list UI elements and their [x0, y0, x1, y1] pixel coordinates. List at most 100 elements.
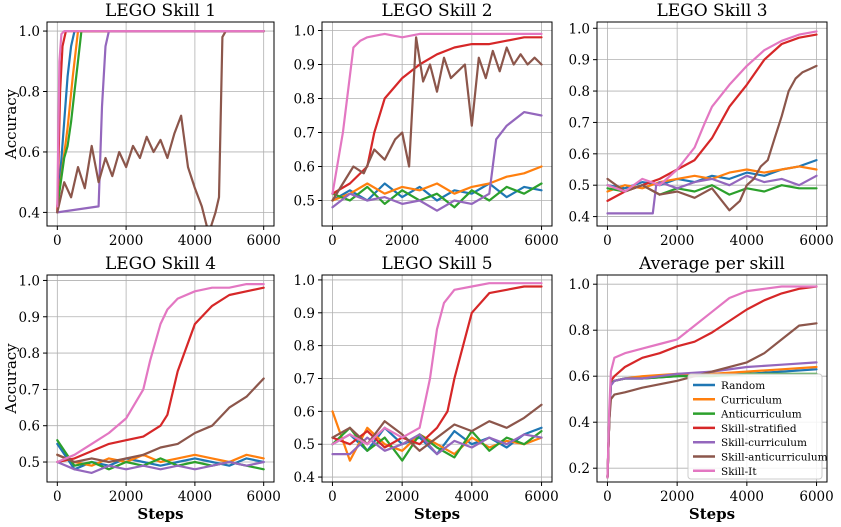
- x-tick-label: 6000: [524, 489, 558, 505]
- subplot-2: 0 2000 4000 6000 0.5 0.6 0.7 0.8 0.9 1.0 LEGO Skil…: [294, 1, 559, 249]
- y-tick-label: 0.6: [294, 160, 315, 176]
- legend-entry-label: Skill-anticurriculum: [721, 452, 828, 464]
- series-line-skill-anticurriculum: [606, 64, 818, 212]
- series-group: [331, 282, 543, 462]
- axes-frame: [321, 21, 553, 227]
- axes-frame: [596, 21, 828, 227]
- y-tick-label: 0.4: [569, 415, 590, 431]
- y-tick-label: 0.9: [294, 306, 315, 322]
- y-tick-label: 0.8: [569, 323, 590, 339]
- legend-entry-label: Curriculum: [721, 394, 782, 406]
- y-tick-label: 0.8: [294, 339, 315, 355]
- x-tick-label: 6000: [247, 233, 281, 249]
- series-line-skill-curriculum: [56, 460, 265, 474]
- y-tick-label: 0.7: [294, 372, 315, 388]
- legend-entry-label: Random: [721, 380, 765, 392]
- series-line-curriculum: [56, 30, 265, 208]
- x-tick-label: 2000: [109, 233, 143, 249]
- legend-entry-label: Skill-It: [721, 466, 757, 478]
- x-tick-label: 2000: [660, 233, 694, 249]
- series-line-curriculum: [331, 165, 543, 202]
- y-tick-label: 0.6: [19, 145, 40, 161]
- series-line-skill-curriculum: [331, 110, 543, 212]
- x-tick-label: 0: [53, 489, 62, 505]
- y-tick-label: 0.8: [19, 85, 40, 101]
- series-line-skill-curriculum: [331, 433, 543, 456]
- subplot-title: LEGO Skill 4: [105, 254, 216, 274]
- subplot-title: LEGO Skill 1: [105, 1, 216, 21]
- y-tick-label: 0.9: [19, 310, 40, 326]
- y-tick-label: 0.8: [294, 92, 315, 108]
- x-tick-label: 4000: [178, 489, 212, 505]
- legend-entry-label: Anticurriculum: [720, 409, 802, 421]
- axes-frame: [46, 274, 275, 483]
- x-tick-label: 2000: [109, 489, 143, 505]
- y-tick-label: 1.0: [294, 24, 315, 40]
- y-tick-label: 1.0: [294, 273, 315, 289]
- series-group: [56, 283, 265, 474]
- x-tick-label: 6000: [799, 489, 833, 505]
- subplot-title: LEGO Skill 2: [381, 1, 492, 21]
- series-line-skill-it: [56, 283, 265, 464]
- subplot-1: 0 2000 4000 6000 0.4 0.6 0.8 1.0 LEGO Skill 1 Acc…: [2, 1, 281, 249]
- legend-entry-label: Skill-curriculum: [721, 437, 807, 449]
- y-tick-label: 0.4: [569, 210, 590, 226]
- subplot-5: 0 2000 4000 6000 0.4 0.5 0.6 0.7 0.8 0.9 1.0 LEGO S…: [294, 254, 559, 523]
- axes-frame: [596, 274, 828, 483]
- y-tick-label: 0.8: [19, 346, 40, 362]
- series-line-anticurriculum: [331, 426, 543, 462]
- y-tick-label: 0.5: [294, 437, 315, 453]
- x-tick-label: 4000: [455, 489, 489, 505]
- subplot-title: LEGO Skill 3: [656, 1, 767, 21]
- y-axis-label: Accuracy: [2, 343, 20, 415]
- y-tick-label: 0.5: [19, 455, 40, 471]
- x-tick-label: 4000: [178, 233, 212, 249]
- y-tick-label: 0.4: [19, 205, 40, 221]
- x-tick-label: 0: [328, 489, 337, 505]
- x-axis-label: Steps: [137, 505, 183, 523]
- y-tick-label: 0.7: [569, 115, 590, 131]
- x-tick-label: 0: [328, 233, 337, 249]
- x-axis-label: Steps: [689, 505, 735, 523]
- y-tick-label: 1.0: [19, 24, 40, 40]
- y-tick-label: 0.6: [569, 147, 590, 163]
- x-tick-label: 6000: [247, 489, 281, 505]
- series-group: [331, 32, 543, 212]
- y-tick-label: 0.6: [294, 404, 315, 420]
- y-tick-label: 0.5: [294, 194, 315, 210]
- series-line-skill-it: [606, 285, 818, 479]
- x-tick-label: 2000: [660, 489, 694, 505]
- y-axis-label: Accuracy: [2, 88, 20, 160]
- y-tick-label: 1.0: [19, 273, 40, 289]
- series-line-skill-anticurriculum: [56, 30, 265, 226]
- series-group: [606, 30, 818, 215]
- subplot-6: 0 2000 4000 6000 0.2 0.4 0.6 0.8 1.0 Average per …: [569, 254, 834, 523]
- subplot-title: Average per skill: [638, 254, 785, 274]
- y-tick-label: 0.6: [19, 419, 40, 435]
- y-tick-label: 0.9: [569, 53, 590, 69]
- y-tick-label: 1.0: [569, 277, 590, 293]
- y-tick-label: 1.0: [569, 21, 590, 37]
- x-axis-label: Steps: [414, 505, 460, 523]
- series-line-random: [56, 30, 265, 214]
- series-line-skill-it: [606, 30, 818, 193]
- series-line-curriculum: [331, 410, 543, 462]
- series-line-skill-anticurriculum: [56, 377, 265, 464]
- y-tick-label: 0.2: [569, 461, 590, 477]
- series-line-skill-stratified: [331, 36, 543, 195]
- y-tick-label: 0.7: [294, 126, 315, 142]
- subplot-4: 0 2000 4000 6000 0.5 0.6 0.7 0.8 0.9 1.0 LEGO Skil…: [2, 254, 281, 523]
- series-line-random: [606, 159, 818, 190]
- series-line-skill-curriculum: [56, 30, 265, 214]
- series-line-skill-stratified: [331, 285, 543, 449]
- series-line-skill-stratified: [56, 286, 265, 464]
- series-line-skill-anticurriculum: [606, 322, 818, 479]
- series-line-skill-it: [331, 32, 543, 195]
- series-line-anticurriculum: [56, 30, 265, 208]
- x-tick-label: 4000: [730, 489, 764, 505]
- axes-frame: [46, 21, 275, 227]
- y-tick-label: 0.6: [569, 369, 590, 385]
- x-tick-label: 4000: [455, 233, 489, 249]
- series-line-skill-anticurriculum: [331, 36, 543, 202]
